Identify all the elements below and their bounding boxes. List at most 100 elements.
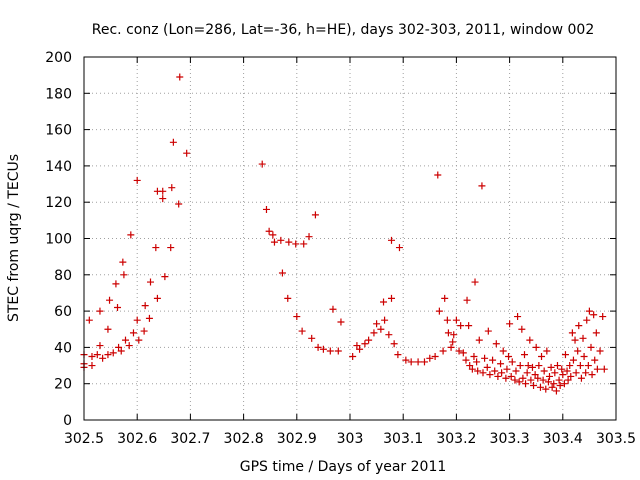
data-point	[579, 334, 587, 342]
data-point	[457, 322, 465, 330]
data-point	[583, 316, 591, 324]
data-point	[407, 358, 415, 366]
data-point	[494, 372, 502, 380]
x-tick-label: 303	[337, 431, 364, 447]
data-point	[596, 347, 604, 355]
data-point	[365, 336, 373, 344]
data-point	[568, 329, 576, 337]
y-tick-label: 140	[45, 159, 72, 175]
data-point	[542, 385, 550, 393]
data-point	[183, 149, 191, 157]
data-point	[492, 340, 500, 348]
data-point	[104, 351, 112, 359]
data-point	[546, 372, 553, 380]
data-point	[127, 231, 135, 239]
chart-title: Rec. conz (Lon=286, Lat=-36, h=HE), days…	[92, 22, 594, 38]
data-point	[527, 376, 535, 384]
data-point	[591, 356, 599, 364]
data-point	[356, 345, 364, 353]
data-point	[308, 334, 316, 342]
data-point	[547, 363, 555, 371]
y-tick-labels: 0 20 40 60 80 100 120 140 160 180 200	[45, 50, 72, 429]
data-point	[426, 354, 434, 362]
data-point	[285, 238, 293, 246]
data-point	[576, 362, 584, 370]
data-point	[585, 307, 593, 315]
data-point	[329, 305, 337, 313]
x-tick-label: 303.3	[490, 431, 530, 447]
data-point	[265, 227, 273, 235]
x-tick-label: 303.4	[543, 431, 583, 447]
data-point	[377, 325, 385, 333]
data-point	[125, 342, 133, 350]
data-point	[599, 313, 607, 321]
x-tick-label: 302.8	[224, 431, 264, 447]
data-point	[462, 356, 470, 364]
data-point	[120, 271, 128, 279]
data-point	[258, 160, 266, 168]
data-point	[536, 383, 544, 391]
data-point	[262, 205, 270, 213]
y-tick-label: 60	[54, 304, 72, 320]
data-point	[588, 371, 596, 379]
data-point	[450, 331, 458, 339]
data-point	[468, 365, 476, 373]
data-point	[147, 278, 154, 286]
data-point	[159, 187, 167, 195]
data-point	[152, 244, 160, 252]
data-point	[176, 73, 184, 81]
data-point	[572, 369, 580, 377]
data-point	[486, 371, 494, 379]
y-tick-label: 160	[45, 123, 72, 139]
data-points	[80, 73, 608, 395]
data-point	[566, 362, 574, 370]
data-point	[449, 338, 457, 346]
data-point	[567, 372, 575, 380]
data-point	[544, 378, 552, 386]
data-point	[395, 244, 403, 252]
data-point	[484, 327, 492, 335]
data-point	[300, 240, 308, 248]
data-point	[558, 365, 566, 373]
data-point	[560, 380, 568, 388]
grid	[84, 57, 616, 420]
data-point	[569, 356, 577, 364]
data-point	[580, 352, 588, 360]
data-point	[465, 322, 473, 330]
y-tick-label: 80	[54, 268, 72, 284]
data-point	[394, 351, 402, 359]
data-point	[99, 354, 107, 362]
data-point	[559, 371, 567, 379]
data-point	[563, 367, 571, 375]
data-point	[88, 352, 96, 360]
data-point	[112, 280, 120, 288]
data-point	[104, 325, 112, 333]
data-point	[571, 336, 579, 344]
data-point	[475, 336, 483, 344]
data-point	[387, 236, 395, 244]
data-point	[434, 171, 442, 179]
data-point	[334, 347, 342, 355]
data-point	[385, 331, 393, 339]
data-point	[431, 352, 439, 360]
data-point	[455, 347, 463, 355]
data-point	[159, 195, 167, 203]
data-point	[516, 362, 524, 370]
data-point	[402, 356, 410, 364]
data-point	[523, 369, 531, 377]
data-point	[535, 362, 543, 370]
data-point	[553, 362, 561, 370]
data-point	[582, 369, 590, 377]
x-tick-label: 302.6	[117, 431, 157, 447]
data-point	[441, 294, 449, 302]
data-point	[575, 322, 583, 330]
data-point	[534, 374, 542, 382]
data-point	[373, 320, 381, 328]
data-point	[498, 369, 506, 377]
data-point	[459, 349, 467, 357]
data-point	[444, 329, 452, 337]
data-point	[129, 329, 137, 337]
data-point	[114, 303, 122, 311]
data-point	[141, 302, 149, 310]
